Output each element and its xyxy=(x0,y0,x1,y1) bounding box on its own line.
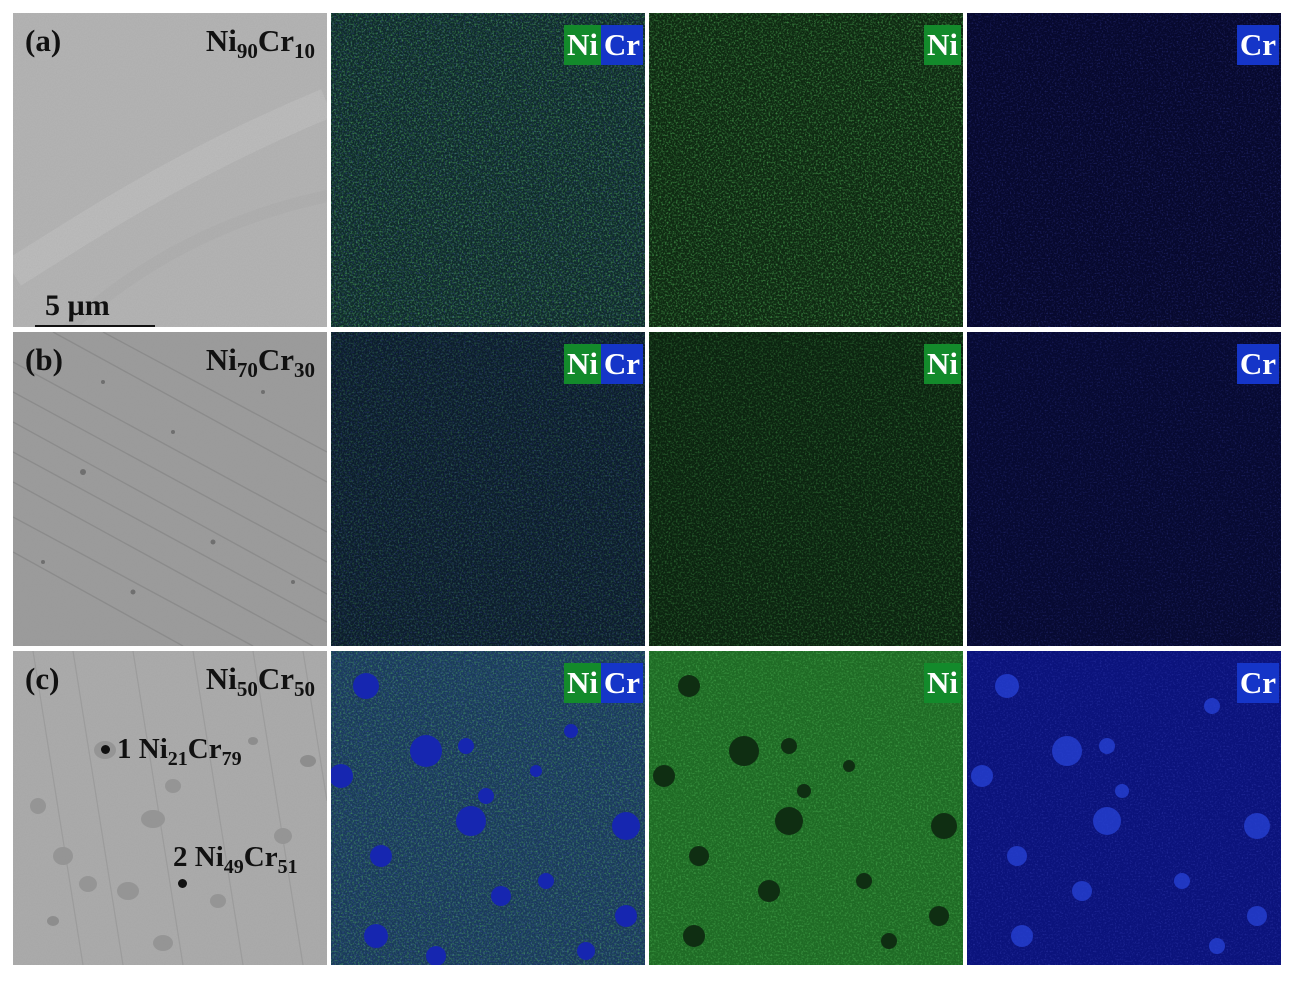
sem-texture xyxy=(13,651,327,965)
ni-tag: Ni xyxy=(924,663,961,703)
cr-tag: Cr xyxy=(1236,344,1279,384)
cr-tag: Cr xyxy=(600,25,643,65)
eds-noise-texture xyxy=(331,332,645,646)
row-letter-a: (a) xyxy=(25,23,62,58)
eds-noise-texture xyxy=(967,651,1281,965)
sem-texture xyxy=(13,13,327,327)
ni-tag: Ni xyxy=(924,344,961,384)
eds-noise-texture xyxy=(649,332,963,646)
eds-noise-texture xyxy=(967,13,1281,327)
row-letter-c: (c) xyxy=(25,661,60,696)
eds-map-nicr-c: Ni Cr xyxy=(331,651,645,965)
ni-tag: Ni xyxy=(564,25,601,65)
composition-label-b: Ni70Cr30 xyxy=(205,342,315,382)
cr-tag: Cr xyxy=(600,663,643,703)
sem-image-a: (a) Ni90Cr10 5 µm xyxy=(13,13,327,327)
point-label-1: 1 Ni21Cr79 xyxy=(117,733,242,770)
eds-noise-texture xyxy=(331,651,645,965)
sem-image-b: (b) Ni70Cr30 xyxy=(13,332,327,646)
composition-label-a: Ni90Cr10 xyxy=(205,23,315,63)
eds-map-nicr-a: Ni Cr xyxy=(331,13,645,327)
cr-tag: Cr xyxy=(600,344,643,384)
measurement-point-2 xyxy=(178,879,187,888)
sem-image-c: (c) Ni50Cr50 1 Ni21Cr79 2 Ni49Cr51 xyxy=(13,651,327,965)
measurement-point-1 xyxy=(101,745,110,754)
row-letter-b: (b) xyxy=(25,342,63,377)
eds-map-ni-c: Ni xyxy=(649,651,963,965)
eds-noise-texture xyxy=(331,13,645,327)
scale-bar-label: 5 µm xyxy=(45,289,110,322)
scale-bar xyxy=(35,325,155,327)
eds-map-ni-b: Ni xyxy=(649,332,963,646)
sem-texture xyxy=(13,332,327,646)
ni-tag: Ni xyxy=(924,25,961,65)
cr-tag: Cr xyxy=(1236,663,1279,703)
eds-map-ni-a: Ni xyxy=(649,13,963,327)
eds-map-cr-c: Cr xyxy=(967,651,1281,965)
eds-noise-texture xyxy=(649,13,963,327)
point-label-2: 2 Ni49Cr51 xyxy=(173,841,298,878)
eds-noise-texture xyxy=(649,651,963,965)
eds-map-cr-b: Cr xyxy=(967,332,1281,646)
eds-map-cr-a: Cr xyxy=(967,13,1281,327)
composition-label-c: Ni50Cr50 xyxy=(205,661,315,701)
ni-tag: Ni xyxy=(564,663,601,703)
eds-noise-texture xyxy=(967,332,1281,646)
cr-tag: Cr xyxy=(1236,25,1279,65)
eds-map-nicr-b: Ni Cr xyxy=(331,332,645,646)
ni-tag: Ni xyxy=(564,344,601,384)
